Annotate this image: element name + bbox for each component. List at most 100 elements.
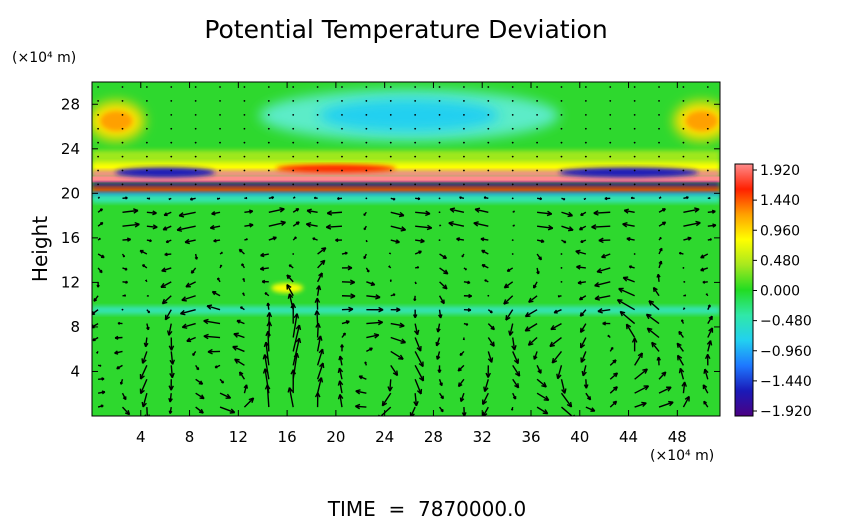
vector-dot (194, 155, 197, 158)
vector-arrow (594, 295, 611, 300)
vector-arrowhead (490, 325, 495, 331)
vector-arrowhead (119, 381, 124, 385)
vector-dot (658, 100, 660, 102)
vector-dot (243, 183, 246, 186)
vector-arrow (414, 365, 425, 382)
vector-arrowhead (242, 277, 245, 281)
vector-arrowhead (229, 408, 236, 414)
vector-arrowhead (209, 224, 215, 230)
vector-arrowhead (145, 279, 148, 282)
vector-arrowhead (550, 324, 556, 331)
vector-arrowhead (314, 297, 321, 303)
vector-arrow (141, 351, 148, 364)
colorbar-label: 1.920 (760, 163, 800, 179)
vector-dot (389, 155, 392, 158)
vector-arrow (679, 368, 685, 380)
vector-arrowhead (185, 282, 191, 288)
vector-arrowhead (186, 337, 192, 343)
vector-arrowhead (618, 287, 624, 293)
vector-dot (219, 100, 221, 102)
vector-arrowhead (101, 390, 106, 395)
vector-arrowhead (149, 239, 152, 243)
band-cold-patch-right (558, 167, 699, 178)
vector-arrowhead (181, 296, 187, 302)
vector-arrowhead (122, 396, 127, 401)
vector-arrowhead (236, 319, 241, 324)
vector-dot (365, 127, 368, 130)
vector-arrowhead (678, 367, 685, 374)
vector-arrowhead (597, 308, 603, 314)
vector-arrowhead (348, 306, 354, 313)
vector-dot (170, 155, 173, 158)
vector-arrowhead (288, 264, 292, 268)
vector-arrowhead (217, 277, 220, 281)
vector-arrowhead (199, 394, 205, 400)
vector-dot (292, 113, 295, 116)
vector-dot (121, 183, 124, 186)
vector-arrowhead (168, 198, 171, 201)
vector-arrow (524, 322, 538, 332)
vector-arrowhead (513, 358, 519, 365)
vector-dot (438, 127, 441, 130)
plot-frame (91, 81, 721, 417)
vector-arrow (503, 281, 514, 289)
colorbar-label: 0.480 (760, 253, 800, 269)
vector-dot (511, 155, 514, 158)
vector-arrow (618, 287, 635, 297)
vector-arrowhead (642, 368, 648, 374)
vector-dot (463, 127, 465, 130)
vector-arrow (624, 209, 635, 213)
vector-arrowhead (146, 326, 150, 331)
vector-dot (170, 183, 173, 186)
band-warm-lower (92, 187, 720, 193)
vector-arrowhead (435, 355, 441, 360)
vector-arrowhead (700, 254, 705, 259)
vector-arrowhead (125, 196, 128, 200)
vector-arrowhead (378, 306, 384, 313)
vector-dot (487, 113, 490, 116)
vector-arrow (683, 222, 701, 227)
vector-arrow (579, 323, 587, 333)
x-tick-label: 8 (185, 428, 195, 446)
vector-arrowhead (464, 268, 468, 271)
vector-arrowhead (546, 210, 553, 217)
vector-arrowhead (122, 255, 126, 258)
vector-arrow (652, 287, 660, 297)
vector-arrow (142, 392, 148, 408)
vector-arrowhead (524, 326, 531, 332)
vector-dot (438, 155, 441, 158)
vector-arrowhead (537, 369, 542, 374)
vector-arrowhead (266, 302, 271, 307)
band-warm-top (92, 170, 720, 178)
vector-arrowhead (604, 196, 608, 201)
vector-dot (414, 127, 417, 130)
vector-arrowhead (189, 197, 193, 201)
vector-dot (365, 155, 368, 158)
vector-arrowhead (147, 310, 151, 314)
vector-arrow (582, 365, 587, 377)
vector-arrowhead (350, 293, 356, 299)
vector-arrowhead (370, 281, 376, 286)
vector-arrow (676, 342, 684, 352)
vector-arrow (390, 225, 406, 231)
vector-arrowhead (326, 210, 333, 216)
vector-arrow (160, 281, 172, 288)
vector-arrow (164, 309, 172, 321)
vector-dot (97, 127, 99, 130)
vector-arrow (448, 222, 465, 227)
vector-dot (584, 127, 587, 130)
vector-dot (389, 169, 392, 172)
vector-dot (658, 86, 660, 88)
vector-dot (97, 169, 99, 172)
vector-dot (658, 183, 660, 186)
vector-dot (341, 86, 343, 88)
vector-dot (121, 169, 124, 172)
vector-dot (97, 141, 99, 144)
colorbar-gradient (735, 164, 753, 416)
vector-arrow (651, 341, 660, 352)
vector-arrow (536, 406, 549, 415)
vector-dot (706, 141, 709, 144)
vector-arrowhead (656, 273, 661, 278)
vector-arrowhead (365, 240, 368, 243)
vector-dot (536, 183, 538, 186)
